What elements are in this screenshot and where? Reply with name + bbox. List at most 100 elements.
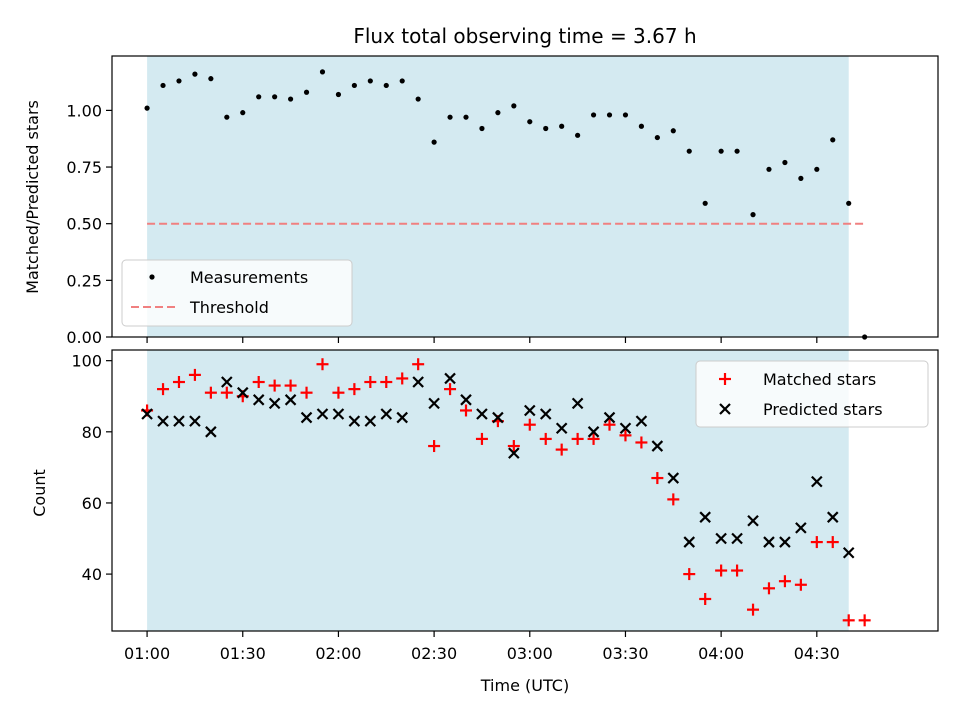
predicted-star-point (539, 408, 552, 420)
count-y-tick-label: 100 (71, 352, 102, 371)
measurement-point (335, 91, 342, 98)
predicted-star-point (747, 514, 759, 527)
measurement-point (527, 119, 533, 125)
predicted-star-point (348, 415, 361, 427)
measurement-point (272, 94, 278, 100)
ratio-y-axis-label: Matched/Predicted stars (23, 100, 42, 294)
ratio-y-tick-label: 1.00 (66, 101, 102, 120)
x-tick-label: 04:30 (794, 644, 840, 663)
matched-star-point (699, 592, 712, 605)
predicted-star-point (476, 408, 488, 420)
matched-star-point (396, 372, 409, 385)
matched-star-point (826, 536, 839, 549)
measurement-point (351, 82, 357, 89)
measurement-point (543, 125, 549, 132)
predicted-star-point (635, 415, 648, 427)
matched-star-point (475, 432, 488, 445)
matched-star-point (571, 432, 584, 445)
predicted-star-point (396, 411, 408, 424)
predicted-star-point (252, 394, 265, 406)
count-y-ticks: 40 60 80 100 (71, 352, 112, 584)
measurement-point (367, 78, 373, 84)
predicted-star-point (795, 522, 807, 534)
matched-star-point (667, 493, 680, 506)
matched-star-point (428, 440, 441, 453)
measurement-point (830, 137, 836, 143)
legend-predicted-label: Predicted stars (763, 400, 883, 419)
matched-star-point (747, 603, 760, 616)
matched-star-point (364, 376, 377, 389)
measurement-point (559, 123, 565, 129)
count-legend-box (695, 360, 929, 428)
measurement-point (415, 96, 421, 102)
measurement-point (144, 105, 150, 111)
count-marks (141, 358, 871, 627)
predicted-star-point (826, 511, 839, 523)
predicted-star-point (508, 447, 520, 459)
measurement-point (511, 103, 517, 109)
measurement-point (240, 110, 246, 116)
x-tick-label: 03:30 (602, 644, 648, 663)
predicted-star-point (316, 408, 329, 420)
predicted-star-point (619, 422, 632, 435)
x-tick-label: 04:00 (698, 644, 744, 663)
matched-star-point (332, 386, 345, 399)
predicted-star-point (492, 411, 504, 424)
count-x-ticks: 01:00 01:30 02:00 02:30 03:00 03:30 04:00 04:30 (124, 631, 840, 663)
count-legend: Matched stars Predicted stars (695, 360, 929, 428)
predicted-star-point (699, 511, 711, 523)
ratio-legend-box (121, 259, 353, 327)
measurement-point (447, 114, 453, 120)
matched-star-point (380, 376, 393, 389)
ratio-marks (144, 69, 868, 340)
measurement-point (495, 110, 501, 116)
matched-star-point (794, 578, 807, 591)
matched-star-point (603, 418, 616, 431)
measurement-point (766, 166, 772, 172)
predicted-star-point (811, 475, 823, 488)
predicted-star-point (284, 394, 297, 406)
chart-title: Flux total observing time = 3.67 h (353, 24, 696, 48)
predicted-star-point (460, 394, 472, 406)
matched-star-point (635, 436, 648, 449)
predicted-star-point (428, 397, 440, 410)
measurement-point (319, 69, 326, 75)
matched-star-point (762, 582, 775, 595)
matched-star-point (523, 418, 536, 431)
legend-threshold-label: Threshold (189, 298, 269, 317)
x-tick-label: 01:00 (124, 644, 170, 663)
measurement-point (176, 78, 182, 84)
matched-star-point (300, 386, 313, 399)
predicted-star-point (683, 536, 696, 548)
predicted-star-point (300, 411, 313, 424)
matched-star-point (157, 383, 170, 396)
measurement-point (575, 132, 581, 138)
matched-star-point (348, 383, 361, 396)
matched-star-point (204, 386, 217, 399)
measurement-point (670, 128, 676, 134)
count-y-tick-label: 80 (82, 423, 102, 442)
measurement-point (750, 212, 756, 218)
matched-star-point (412, 358, 425, 371)
x-tick-label: 03:00 (507, 644, 553, 663)
predicted-star-point (651, 440, 664, 452)
measurement-point (208, 76, 214, 82)
measurement-point (479, 125, 485, 132)
matched-star-point (715, 564, 728, 577)
measurement-point (383, 82, 389, 89)
matched-star-point (252, 376, 265, 389)
predicted-star-point (444, 372, 456, 385)
matched-star-point (172, 376, 185, 389)
count-y-tick-label: 60 (82, 494, 102, 513)
measurement-point (654, 134, 660, 141)
ratio-y-tick-label: 0.50 (66, 215, 102, 234)
predicted-star-point (189, 415, 201, 427)
measurement-point (734, 148, 740, 154)
x-tick-label: 02:30 (411, 644, 457, 663)
predicted-star-point (236, 386, 249, 399)
predicted-star-point (205, 426, 217, 438)
measurement-point (814, 166, 820, 172)
matched-star-point (188, 368, 201, 381)
matched-star-point (220, 386, 233, 399)
